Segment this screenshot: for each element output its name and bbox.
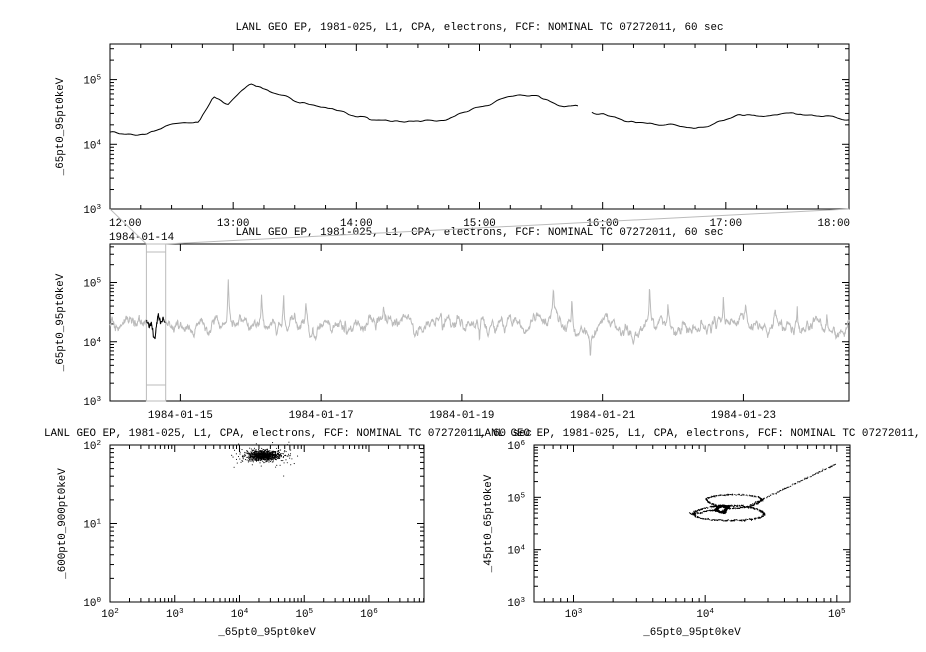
svg-text:1984-01-14: 1984-01-14 [109,232,174,244]
svg-text:1984-01-21: 1984-01-21 [570,410,635,422]
svg-text:1984-01-19: 1984-01-19 [429,410,494,422]
svg-text:18:00: 18:00 [817,218,850,230]
svg-text:1984-01-17: 1984-01-17 [289,410,354,422]
svg-text:LANL GEO EP, 1981-025, L1, CPA: LANL GEO EP, 1981-025, L1, CPA, electron… [44,428,532,440]
svg-text:1984-01-23: 1984-01-23 [711,410,776,422]
svg-text:_600pt0_900pt0keV: _600pt0_900pt0keV [57,468,69,580]
svg-text:LANL GEO EP, 1981-025, L1, CPA: LANL GEO EP, 1981-025, L1, CPA, electron… [478,428,926,440]
svg-text:_45pt0_65pt0keV: _45pt0_65pt0keV [483,474,495,573]
svg-text:_65pt0_95pt0keV: _65pt0_95pt0keV [55,273,67,372]
svg-text:LANL GEO EP, 1981-025, L1, CPA: LANL GEO EP, 1981-025, L1, CPA, electron… [235,227,723,239]
svg-text:_65pt0_95pt0keV: _65pt0_95pt0keV [217,627,316,639]
svg-text:LANL GEO EP, 1981-025, L1, CPA: LANL GEO EP, 1981-025, L1, CPA, electron… [235,22,723,34]
svg-text:_65pt0_95pt0keV: _65pt0_95pt0keV [642,627,741,639]
svg-text:_65pt0_95pt0keV: _65pt0_95pt0keV [55,77,67,176]
svg-text:1984-01-15: 1984-01-15 [148,410,213,422]
